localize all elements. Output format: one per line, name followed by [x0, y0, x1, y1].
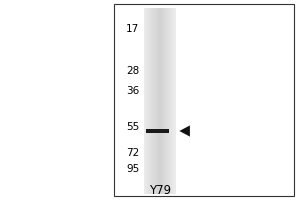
- Bar: [164, 8, 165, 194]
- Text: 72: 72: [126, 148, 140, 158]
- Bar: [173, 8, 175, 194]
- Bar: [170, 8, 172, 194]
- Bar: [149, 8, 151, 194]
- Bar: [153, 8, 155, 194]
- Bar: [114, 4, 294, 196]
- Text: 55: 55: [126, 122, 140, 132]
- Bar: [148, 8, 149, 194]
- Bar: [171, 8, 173, 194]
- Text: 95: 95: [126, 164, 140, 174]
- Bar: [161, 8, 162, 194]
- Bar: [150, 8, 152, 194]
- Bar: [167, 8, 169, 194]
- Bar: [160, 8, 161, 194]
- Bar: [154, 8, 156, 194]
- Text: 36: 36: [126, 86, 140, 96]
- Bar: [146, 129, 169, 133]
- Bar: [174, 8, 176, 194]
- Bar: [145, 8, 146, 194]
- Bar: [155, 8, 157, 194]
- Bar: [166, 8, 167, 194]
- Bar: [147, 8, 148, 194]
- Text: 17: 17: [126, 24, 140, 34]
- Bar: [163, 8, 164, 194]
- Bar: [158, 8, 159, 194]
- Bar: [162, 8, 163, 194]
- Bar: [165, 8, 166, 194]
- Text: Y79: Y79: [149, 184, 172, 197]
- Bar: [168, 8, 169, 194]
- Bar: [144, 8, 145, 194]
- Bar: [172, 8, 174, 194]
- Text: 28: 28: [126, 66, 140, 76]
- Bar: [169, 8, 170, 194]
- Bar: [146, 8, 148, 194]
- Bar: [157, 8, 158, 194]
- Bar: [152, 8, 154, 194]
- Polygon shape: [179, 125, 190, 137]
- Bar: [159, 8, 160, 194]
- Bar: [152, 8, 153, 194]
